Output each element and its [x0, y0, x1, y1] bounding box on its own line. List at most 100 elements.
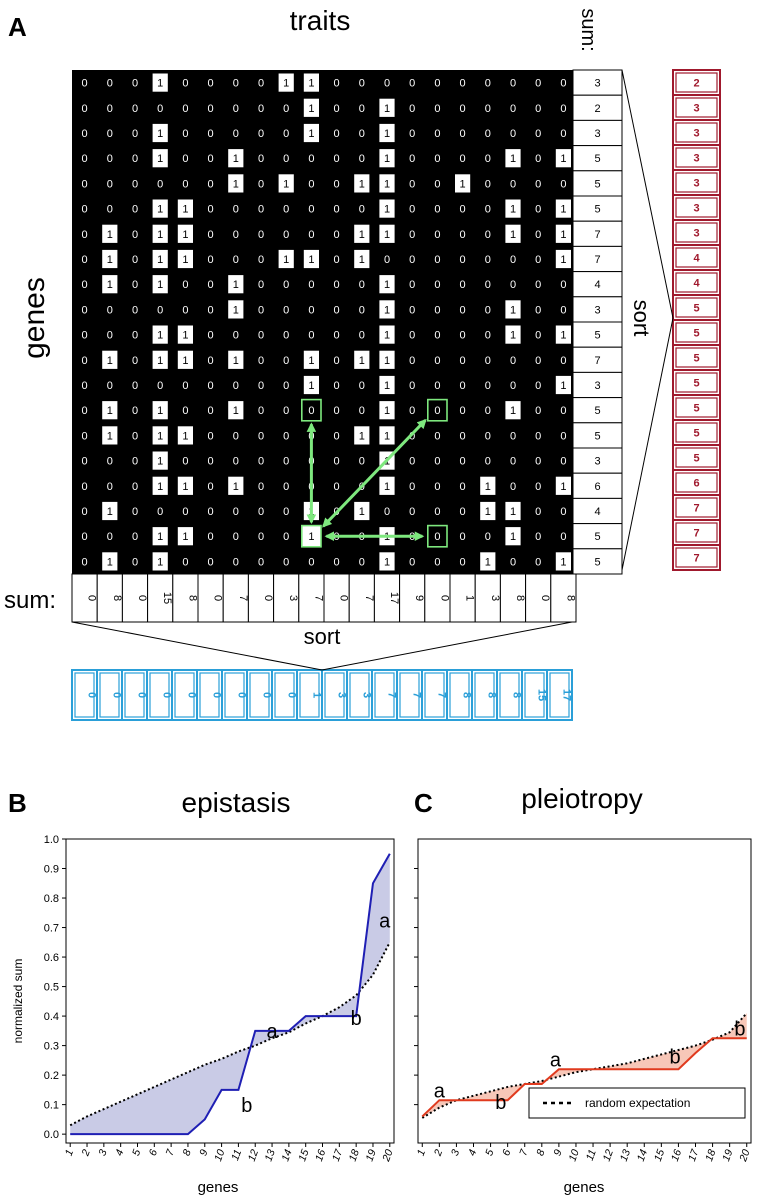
matrix-cell-value: 1: [560, 229, 566, 241]
sorted-col-value: 0: [161, 692, 173, 698]
x-tick-label: 7: [517, 1147, 531, 1158]
matrix-cell-value: 1: [308, 78, 314, 90]
panel-c-label: C: [414, 788, 433, 818]
random-expectation-line: [69, 941, 391, 1127]
matrix-cell-on: [177, 325, 193, 344]
matrix-cell-on: [303, 123, 319, 143]
matrix-cell-value: 1: [384, 279, 390, 291]
matrix-cell-value: 0: [560, 405, 566, 417]
matrix-cell-value: 0: [359, 330, 365, 342]
matrix-cell-on: [379, 350, 395, 369]
col-sum-value: 1: [464, 595, 476, 601]
matrix-cell-value: 0: [208, 304, 214, 316]
x-tick-label: 10: [567, 1148, 582, 1163]
matrix-cell-value: 1: [384, 304, 390, 316]
sorted-col-inner: [524, 672, 545, 718]
matrix-cell-value: 0: [258, 103, 264, 115]
matrix-cell-on: [152, 199, 168, 218]
matrix-background: [72, 70, 576, 574]
matrix-cell-value: 1: [107, 556, 113, 568]
matrix-cell-value: 1: [157, 330, 163, 342]
matrix-cell-value: 0: [308, 304, 314, 316]
matrix-cell-on: [102, 249, 118, 269]
matrix-cell-value: 1: [157, 229, 163, 241]
matrix-cell-value: 0: [157, 103, 163, 115]
observed-line: [70, 853, 391, 1136]
matrix-cell-value: 1: [157, 279, 163, 291]
matrix-cell-on: [152, 73, 168, 92]
matrix-cell-value: 0: [233, 556, 239, 568]
matrix-cell-value: 0: [132, 279, 138, 291]
matrix-cell-on: [480, 501, 496, 521]
matrix-cell-on: [379, 552, 395, 571]
matrix-cell-value: 0: [233, 204, 239, 216]
sorted-col-inner: [449, 672, 470, 718]
matrix-cell-value: 1: [157, 481, 163, 493]
matrix-cell-on: [152, 527, 168, 546]
sorted-col-cell: [96, 669, 123, 721]
sorted-row-value: 6: [693, 478, 699, 490]
matrix-cell-on: [303, 350, 319, 369]
col-sum-cell: [348, 573, 375, 623]
matrix-cell-value: 0: [460, 204, 466, 216]
matrix-cell-value: 0: [334, 128, 340, 140]
matrix-cell-value: 0: [82, 204, 88, 216]
matrix-cell-value: 0: [82, 506, 88, 518]
matrix-cell-on: [379, 149, 395, 168]
fill-between-area: [422, 1013, 747, 1118]
highlight-cell: [300, 398, 322, 422]
sorted-col-inner: [174, 672, 195, 718]
matrix-cell-value: 1: [233, 481, 239, 493]
matrix-cell-value: 0: [208, 506, 214, 518]
matrix-cell-value: 0: [560, 279, 566, 291]
matrix-cell-value: 0: [334, 430, 340, 442]
matrix-cell-value: 0: [107, 103, 113, 115]
region-annotation: a: [379, 911, 391, 933]
matrix-cell-value: 0: [82, 531, 88, 543]
col-sum-label: sum:: [4, 587, 56, 614]
sorted-col-value: 3: [336, 692, 348, 698]
x-tick-label: 14: [635, 1148, 650, 1163]
matrix-cell-value: 0: [485, 405, 491, 417]
matrix-cell-on: [303, 73, 319, 92]
row-sum-cell: [572, 94, 623, 121]
matrix-cell-value: 0: [132, 380, 138, 392]
x-tick-label: 14: [279, 1148, 294, 1163]
funnel-line-top: [621, 69, 674, 319]
matrix-cell-value: 0: [334, 178, 340, 190]
trait-gene-matrix: 0 0 0 1 0 0 0 0 1 1 0 0 0 0 0 0 0 0 0 00 0 0 0 0 0 0 0 0 1 0 0 1 0 0 0 0 0 0 0…: [72, 70, 576, 574]
matrix-cell-value: 0: [283, 153, 289, 165]
matrix-cell-on: [177, 199, 193, 218]
matrix-cell-value: 0: [434, 430, 440, 442]
matrix-cell-on: [152, 325, 168, 344]
random-expectation-line: [421, 1012, 748, 1119]
matrix-cell-value: 0: [460, 103, 466, 115]
col-sum-value: 17: [388, 592, 400, 604]
matrix-cell-value: 1: [384, 355, 390, 367]
x-tick-label: 3: [96, 1148, 109, 1158]
matrix-cell-on: [102, 350, 118, 369]
matrix-cell-value: 0: [510, 254, 516, 266]
matrix-cell-value: 0: [208, 355, 214, 367]
sorted-row-value: 5: [693, 353, 699, 365]
matrix-cell-value: 1: [560, 481, 566, 493]
matrix-cell-on: [102, 426, 118, 445]
matrix-cell-value: 0: [485, 380, 491, 392]
sorted-col-inner: [299, 672, 320, 718]
region-annotation: a: [266, 1021, 278, 1043]
matrix-cell-value: 0: [535, 153, 541, 165]
matrix-cell-value: 0: [283, 531, 289, 543]
matrix-cell-value: 0: [535, 254, 541, 266]
matrix-cell-value: 0: [409, 254, 415, 266]
matrix-cell-on: [379, 199, 395, 218]
matrix-cell-value: 1: [384, 405, 390, 417]
sorted-col-value: 1: [311, 692, 323, 698]
matrix-cell-value: 0: [132, 103, 138, 115]
matrix-cell-value: 1: [384, 178, 390, 190]
row-sum-value: 7: [594, 355, 600, 367]
matrix-cell-on: [379, 325, 395, 344]
matrix-cell-on: [278, 174, 294, 193]
matrix-cell-value: 0: [434, 204, 440, 216]
matrix-cell-on: [177, 350, 193, 369]
y-tick-label: 0.1: [44, 1100, 59, 1112]
